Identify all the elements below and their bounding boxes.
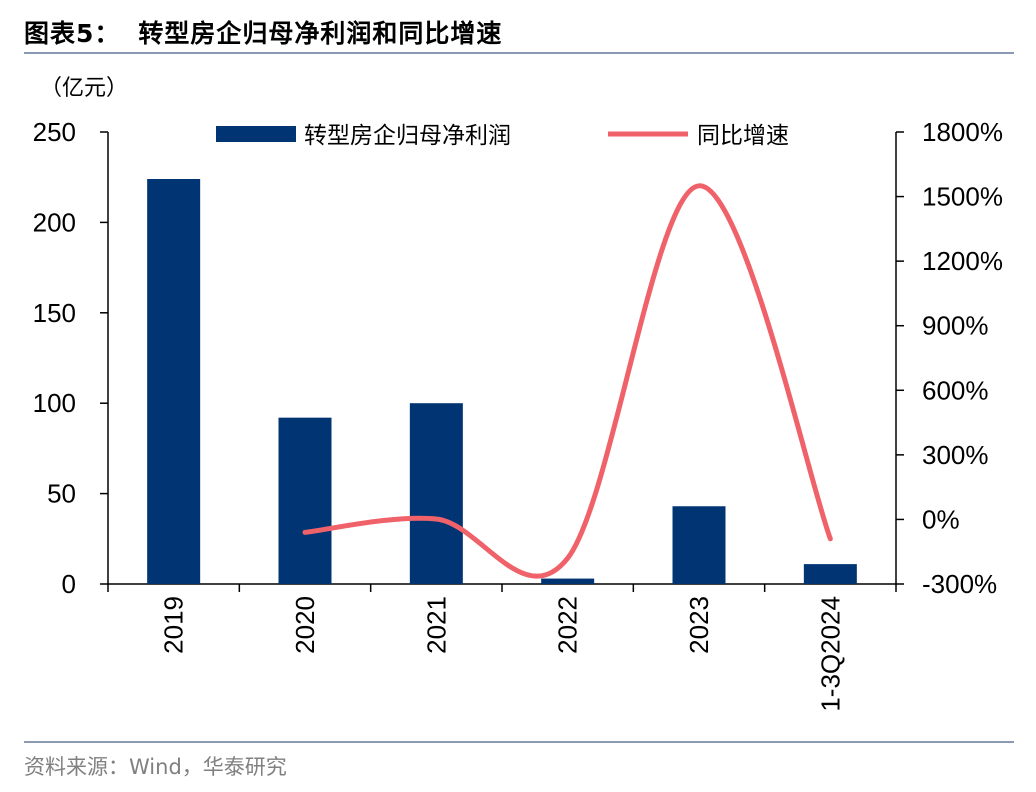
source-divider — [24, 741, 1014, 743]
y-left-tick-label: 100 — [33, 388, 76, 418]
figure-number: 图表5： — [24, 19, 121, 48]
y-right-tick-label: -300% — [922, 569, 997, 599]
title-divider — [24, 52, 1014, 54]
legend-swatch-net-profit — [216, 126, 296, 142]
tick-labels: 0 50 100 150 200 250 -300% 0% 300% 600% 900% 1200% 1… — [33, 117, 1003, 712]
y-left-tick-label: 150 — [33, 298, 76, 328]
bar-2023 — [672, 506, 726, 584]
unit-label: （亿元） — [40, 76, 129, 101]
x-tick-label: 2021 — [421, 596, 451, 654]
source-note: 资料来源：Wind，华泰研究 — [24, 755, 287, 779]
y-right-tick-label: 300% — [922, 440, 989, 470]
y-right-tick-label: 1800% — [922, 117, 1003, 147]
bar-2021 — [409, 403, 463, 584]
bar-series — [147, 179, 857, 584]
x-tick-label: 1-3Q2024 — [815, 596, 845, 712]
y-right-tick-label: 1500% — [922, 182, 1003, 212]
y-right-tick-label: 1200% — [922, 246, 1003, 276]
y-left-tick-label: 250 — [33, 117, 76, 147]
x-tick-label: 2023 — [684, 596, 714, 654]
y-right-tick-label: 600% — [922, 375, 989, 405]
figure-title-text: 转型房企归母净利润和同比增速 — [138, 19, 503, 48]
bar-1-3Q2024 — [803, 564, 857, 584]
growth-rate-line — [302, 183, 833, 579]
x-tick-label: 2019 — [159, 596, 189, 654]
bar-2019 — [147, 179, 201, 584]
legend-label-net-profit: 转型房企归母净利润 — [304, 123, 511, 149]
bar-2020 — [278, 417, 332, 584]
x-tick-label: 2020 — [290, 596, 320, 654]
chart-axes — [100, 131, 904, 592]
bar-2022 — [541, 578, 595, 584]
legend-label-growth: 同比增速 — [697, 123, 789, 149]
y-left-tick-label: 200 — [33, 207, 76, 237]
legend: 转型房企归母净利润 同比增速 — [216, 123, 789, 149]
y-right-tick-label: 900% — [922, 311, 989, 341]
y-left-tick-label: 50 — [47, 479, 76, 509]
y-right-tick-label: 0% — [922, 504, 960, 534]
x-tick-label: 2022 — [553, 596, 583, 654]
line-series — [302, 183, 833, 579]
y-left-tick-label: 0 — [62, 569, 76, 599]
figure-title: 图表5： 转型房企归母净利润和同比增速 — [24, 14, 502, 50]
